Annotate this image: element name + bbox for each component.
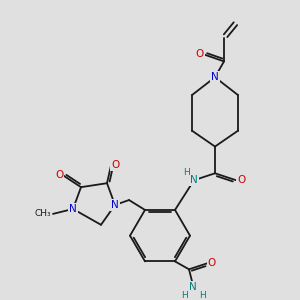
Text: H: H [181, 291, 188, 300]
Text: N: N [211, 72, 219, 82]
Text: N: N [69, 204, 77, 214]
Text: O: O [208, 258, 216, 268]
Text: CH₃: CH₃ [34, 209, 51, 218]
Text: O: O [55, 170, 63, 180]
Text: O: O [237, 175, 245, 185]
Text: N: N [189, 282, 197, 292]
Text: N: N [111, 200, 119, 210]
Text: H: H [184, 168, 190, 177]
Text: O: O [111, 160, 119, 170]
Text: N: N [190, 175, 198, 185]
Text: H: H [199, 291, 206, 300]
Text: O: O [196, 50, 204, 59]
